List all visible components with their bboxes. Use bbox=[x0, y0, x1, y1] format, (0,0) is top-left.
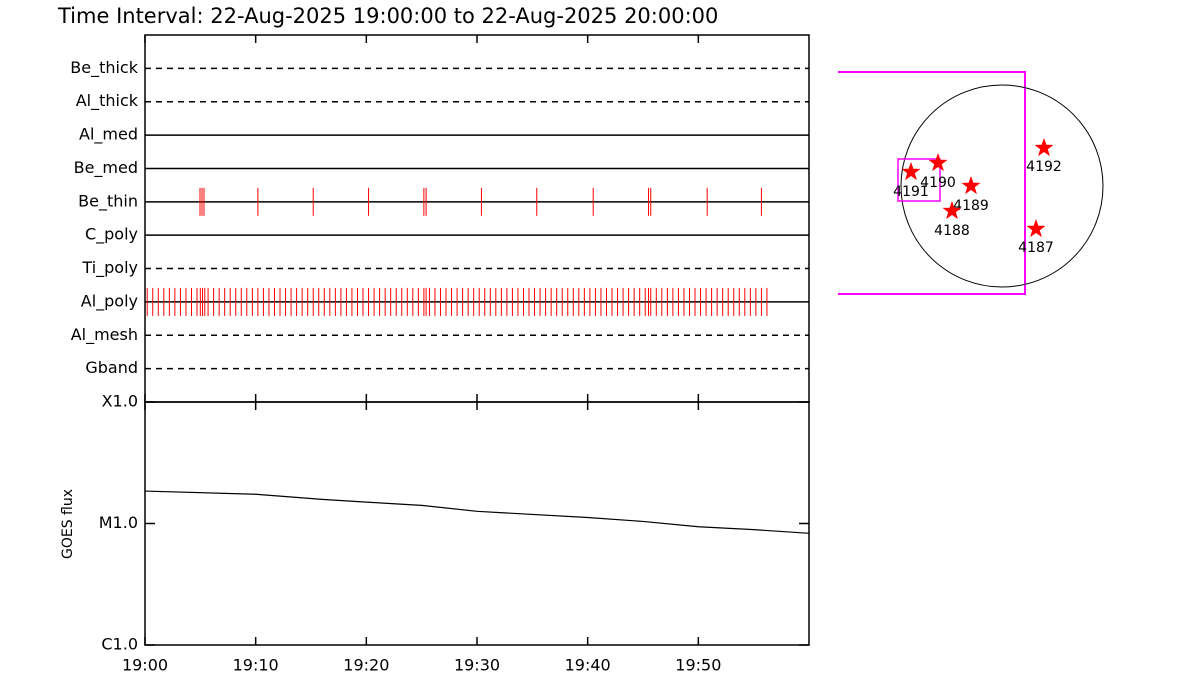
y-axis-label: GOES flux bbox=[60, 489, 76, 559]
goes-curve bbox=[144, 490, 810, 534]
filter-label: Al_thick bbox=[76, 91, 139, 111]
region-star bbox=[961, 176, 981, 195]
filter-label: Al_med bbox=[79, 125, 138, 145]
solar-disk bbox=[900, 84, 1104, 288]
filter-label: Al_poly bbox=[81, 291, 138, 311]
x-tick-label: 19:50 bbox=[675, 656, 721, 675]
x-tick-label: 19:20 bbox=[343, 656, 389, 675]
region-label: 4189 bbox=[953, 198, 989, 214]
region-label: 4188 bbox=[934, 223, 970, 239]
y-tick-label: X1.0 bbox=[102, 392, 138, 411]
filter-label: C_poly bbox=[85, 225, 138, 245]
goes-frame bbox=[144, 401, 810, 646]
filter-label: Be_thin bbox=[78, 191, 138, 211]
y-tick-label: M1.0 bbox=[99, 513, 138, 532]
pointing-box bbox=[897, 158, 941, 202]
x-tick-label: 19:40 bbox=[565, 656, 611, 675]
chart-title: Time Interval: 22-Aug-2025 19:00:00 to 2… bbox=[57, 4, 718, 28]
filter-label: Gband bbox=[85, 358, 138, 377]
timeline-frame bbox=[144, 34, 810, 403]
region-star bbox=[942, 201, 962, 220]
region-label: 4187 bbox=[1018, 240, 1054, 256]
filter-label: Al_mesh bbox=[71, 325, 138, 345]
filter-label: Ti_poly bbox=[81, 258, 138, 278]
region-star bbox=[1026, 219, 1046, 238]
x-tick-label: 19:00 bbox=[122, 656, 168, 675]
filter-label: Be_med bbox=[74, 158, 138, 178]
fov-box bbox=[838, 71, 1026, 295]
region-star bbox=[928, 153, 948, 172]
region-label: 4190 bbox=[920, 175, 956, 191]
y-tick-label: C1.0 bbox=[101, 635, 138, 654]
filter-label: Be_thick bbox=[70, 58, 138, 78]
region-star bbox=[901, 162, 921, 181]
region-star bbox=[1034, 138, 1054, 157]
x-tick-label: 19:10 bbox=[233, 656, 279, 675]
region-label: 4192 bbox=[1026, 159, 1062, 175]
x-tick-label: 19:30 bbox=[454, 656, 500, 675]
region-label: 4191 bbox=[893, 184, 929, 200]
